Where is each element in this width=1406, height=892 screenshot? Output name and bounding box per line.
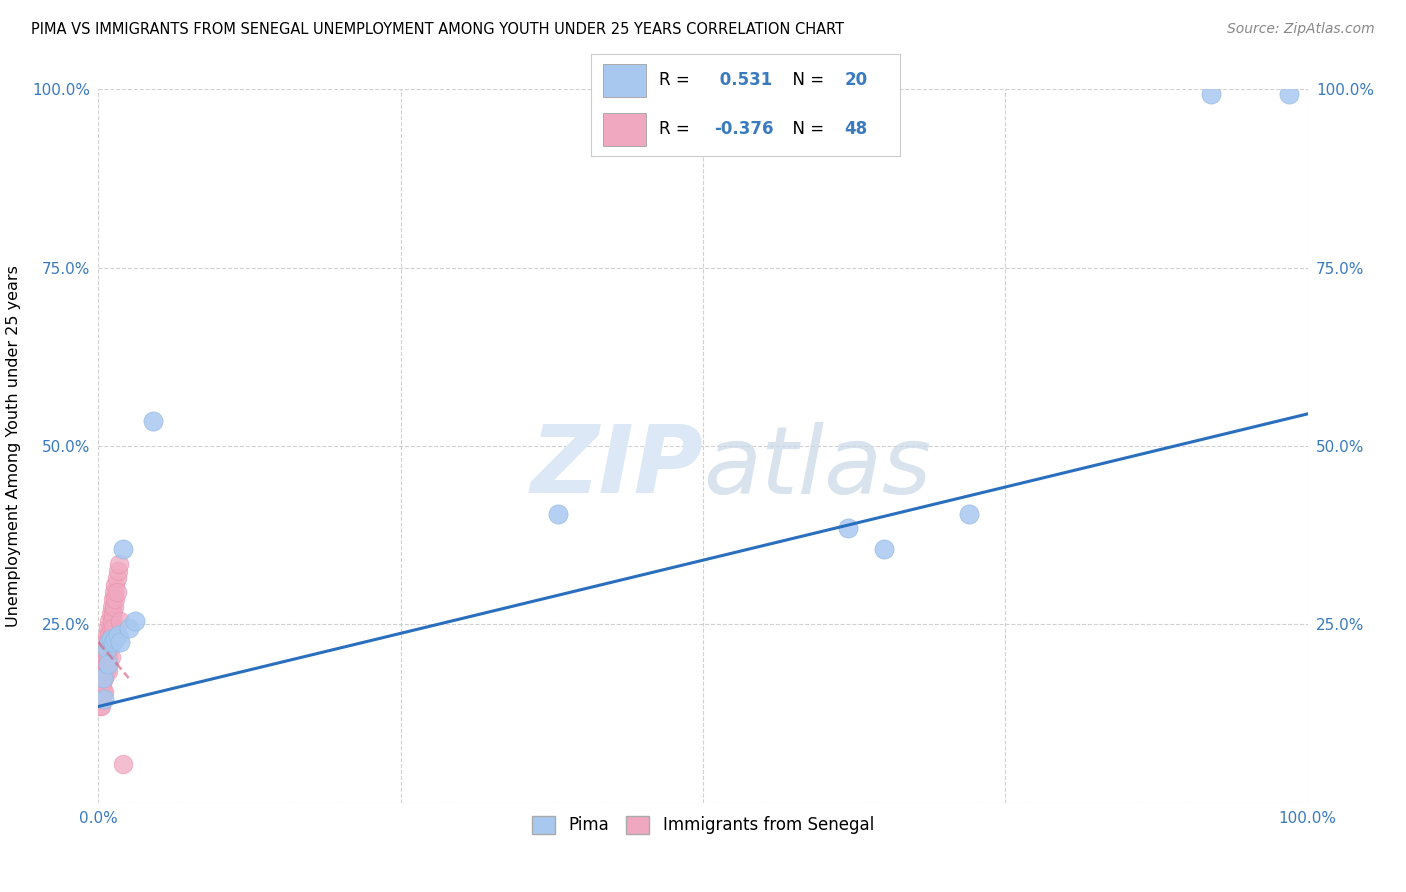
Text: 48: 48 — [844, 120, 868, 138]
Point — [97, 621, 120, 635]
Point — [90, 699, 112, 714]
Point — [118, 621, 141, 635]
Point — [124, 614, 146, 628]
Point — [108, 635, 131, 649]
Text: N =: N = — [782, 120, 830, 138]
Point — [91, 671, 114, 685]
Point — [104, 592, 127, 607]
Text: 0.531: 0.531 — [714, 71, 772, 89]
Point — [100, 635, 122, 649]
Point — [97, 649, 120, 664]
Point — [547, 507, 569, 521]
Text: Source: ZipAtlas.com: Source: ZipAtlas.com — [1227, 22, 1375, 37]
Point — [100, 599, 122, 614]
Point — [1278, 87, 1301, 102]
Point — [101, 635, 124, 649]
Point — [104, 632, 127, 646]
Point — [111, 542, 134, 557]
Point — [93, 657, 115, 671]
Point — [957, 507, 980, 521]
Point — [105, 571, 128, 585]
Point — [98, 628, 121, 642]
FancyBboxPatch shape — [603, 113, 647, 145]
Point — [104, 578, 127, 592]
Point — [100, 632, 122, 646]
Point — [89, 678, 111, 692]
Point — [108, 614, 131, 628]
Point — [100, 628, 122, 642]
Point — [101, 592, 124, 607]
Point — [98, 635, 121, 649]
Point — [90, 671, 112, 685]
Point — [107, 564, 129, 578]
Point — [1199, 87, 1222, 102]
Point — [91, 657, 114, 671]
Point — [91, 685, 114, 699]
Point — [96, 642, 118, 657]
Legend: Pima, Immigrants from Senegal: Pima, Immigrants from Senegal — [526, 809, 880, 841]
Text: PIMA VS IMMIGRANTS FROM SENEGAL UNEMPLOYMENT AMONG YOUTH UNDER 25 YEARS CORRELAT: PIMA VS IMMIGRANTS FROM SENEGAL UNEMPLOY… — [31, 22, 844, 37]
Text: R =: R = — [658, 71, 695, 89]
Point — [96, 657, 118, 671]
Point — [89, 699, 111, 714]
Text: -0.376: -0.376 — [714, 120, 773, 138]
Point — [91, 671, 114, 685]
Text: ZIP: ZIP — [530, 421, 703, 514]
Point — [91, 664, 114, 678]
Point — [103, 585, 125, 599]
Point — [94, 664, 117, 678]
Point — [101, 607, 124, 621]
Point — [98, 614, 121, 628]
Point — [91, 678, 114, 692]
Point — [103, 599, 125, 614]
Point — [90, 685, 112, 699]
Point — [105, 585, 128, 599]
Point — [96, 628, 118, 642]
Point — [100, 614, 122, 628]
Point — [98, 642, 121, 657]
Point — [100, 607, 122, 621]
Point — [142, 414, 165, 428]
Point — [93, 642, 115, 657]
Point — [111, 756, 134, 771]
Text: N =: N = — [782, 71, 830, 89]
Point — [108, 557, 131, 571]
Point — [100, 621, 122, 635]
Point — [101, 621, 124, 635]
Point — [837, 521, 859, 535]
Point — [93, 692, 115, 706]
Point — [93, 671, 115, 685]
FancyBboxPatch shape — [603, 64, 647, 96]
Point — [91, 692, 114, 706]
Text: atlas: atlas — [703, 422, 931, 513]
Point — [97, 664, 120, 678]
Point — [100, 649, 122, 664]
Point — [93, 685, 115, 699]
Point — [97, 657, 120, 671]
Point — [96, 642, 118, 657]
Point — [97, 635, 120, 649]
Text: 20: 20 — [844, 71, 868, 89]
Y-axis label: Unemployment Among Youth under 25 years: Unemployment Among Youth under 25 years — [6, 265, 21, 627]
Point — [873, 542, 896, 557]
Text: R =: R = — [658, 120, 695, 138]
Point — [94, 635, 117, 649]
Point — [107, 628, 129, 642]
Point — [94, 649, 117, 664]
